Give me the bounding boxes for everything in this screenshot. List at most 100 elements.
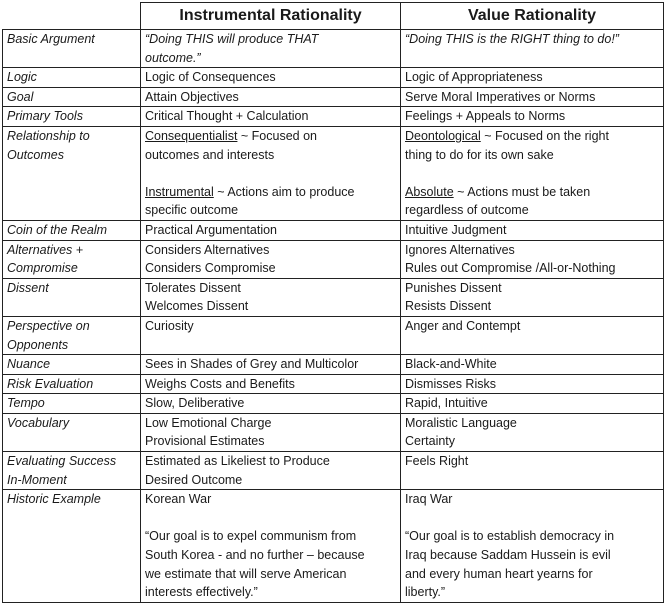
row-label: Logic	[2, 67, 141, 88]
row-label-line: Vocabulary	[7, 415, 70, 430]
instrumental-cell: Considers Alternatives Considers Comprom…	[140, 239, 401, 279]
row-label: Primary Tools	[2, 106, 141, 127]
row-label: Basic Argument	[2, 28, 141, 69]
row-label-line: Coin of the Realm	[7, 222, 108, 237]
row-label-line: Evaluating Success	[7, 454, 117, 469]
cell-line: Critical Thought + Calculation	[145, 109, 309, 124]
cell-line: regardless of outcome	[405, 203, 529, 218]
cell-line: outcome.”	[145, 50, 201, 65]
row-label-line: Perspective on	[7, 318, 90, 333]
row-label: Vocabulary	[2, 412, 141, 453]
value-cell: Feelings + Appeals to Norms	[400, 106, 664, 127]
cell-line: Estimated as Likeliest to Produce	[145, 454, 330, 469]
cell-line: Feels Right	[405, 454, 469, 469]
cell-line: Feelings + Appeals to Norms	[405, 109, 566, 124]
header-value: Value Rationality	[400, 2, 664, 30]
cell-line: Black-and-White	[405, 357, 497, 372]
quote-line: “Our goal is to establish democracy in	[405, 529, 615, 544]
row-label: Dissent	[2, 277, 141, 317]
row-label-line: Goal	[7, 89, 34, 104]
header-blank-cell	[2, 2, 141, 30]
row-label-line: Alternatives +	[7, 242, 84, 257]
quote-line: South Korea - and no further – because	[145, 548, 365, 563]
table-row: Risk Evaluation Weighs Costs and Benefit…	[2, 373, 664, 395]
table-row: Primary Tools Critical Thought + Calcula…	[2, 106, 664, 127]
cell-line: Logic of Appropriateness	[405, 70, 543, 85]
cell-line: Welcomes Dissent	[145, 299, 249, 314]
value-cell: Black-and-White	[400, 354, 664, 375]
table-row: Tempo Slow, Deliberative Rapid, Intuitiv…	[2, 393, 664, 414]
cell-line: Instrumental ~ Actions aim to produce	[145, 183, 396, 202]
cell-line: Sees in Shades of Grey and Multicolor	[145, 357, 359, 372]
row-label: Risk Evaluation	[2, 373, 141, 395]
row-label: Evaluating Success In-Moment	[2, 451, 141, 491]
example-name: Korean War	[145, 492, 212, 507]
quote-line: we estimate that will serve American	[145, 566, 347, 581]
term-description: ~ Focused on the right	[480, 128, 609, 143]
cell-line: Anger and Contempt	[405, 318, 521, 333]
cell-line: Intuitive Judgment	[405, 222, 507, 237]
cell-line: Weighs Costs and Benefits	[145, 376, 295, 391]
cell-line: Consequentialist ~ Focused on	[145, 127, 396, 145]
instrumental-cell: Curiosity	[140, 315, 401, 356]
quote-line: liberty.”	[405, 585, 446, 600]
quote-line: interests effectively.”	[145, 585, 258, 600]
row-label: Alternatives + Compromise	[2, 239, 141, 279]
row-label: Coin of the Realm	[2, 219, 141, 241]
row-label-line: Basic Argument	[7, 32, 95, 46]
term-description: ~ Focused on	[237, 128, 317, 143]
row-label-line: Relationship to	[7, 128, 90, 143]
instrumental-cell: Korean War “Our goal is to expel communi…	[140, 489, 401, 603]
row-label: Tempo	[2, 393, 141, 414]
row-label: Goal	[2, 86, 141, 108]
cell-line: Punishes Dissent	[405, 280, 502, 295]
cell-line: Curiosity	[145, 318, 194, 333]
cell-line: Tolerates Dissent	[145, 280, 241, 295]
row-label-line: Historic Example	[7, 492, 101, 507]
cell-line: Dismisses Risks	[405, 376, 496, 391]
cell-line: Slow, Deliberative	[145, 396, 245, 411]
table-row: Dissent Tolerates Dissent Welcomes Disse…	[2, 277, 664, 317]
cell-line: Considers Compromise	[145, 261, 276, 276]
instrumental-cell: Estimated as Likeliest to Produce Desire…	[140, 451, 401, 491]
instrumental-cell: Critical Thought + Calculation	[140, 106, 401, 127]
table-row: Relationship to Outcomes Consequentialis…	[2, 125, 664, 221]
cell-line: outcomes and interests	[145, 147, 275, 162]
row-label-line: Logic	[7, 70, 37, 85]
row-label: Perspective on Opponents	[2, 315, 141, 356]
value-cell: Rapid, Intuitive	[400, 393, 664, 414]
cell-line: Provisional Estimates	[145, 434, 265, 449]
cell-spacer	[405, 164, 659, 183]
cell-spacer	[145, 164, 396, 183]
value-cell: “Doing THIS is the RIGHT thing to do!”	[400, 28, 664, 69]
row-label-line: Compromise	[7, 261, 78, 276]
term-description: ~ Actions aim to produce	[213, 184, 355, 199]
row-label-line: In-Moment	[7, 472, 67, 487]
cell-line: “Doing THIS is the RIGHT thing to do!”	[405, 32, 619, 46]
table-row: Basic Argument “Doing THIS will produce …	[2, 28, 664, 69]
value-cell: Punishes Dissent Resists Dissent	[400, 277, 664, 317]
term-description: ~ Actions must be taken	[453, 184, 591, 199]
cell-line: thing to do for its own sake	[405, 147, 554, 162]
cell-line: Serve Moral Imperatives or Norms	[405, 89, 596, 104]
instrumental-cell: “Doing THIS will produce THAT outcome.”	[140, 28, 401, 69]
cell-line: Ignores Alternatives	[405, 242, 515, 257]
cell-line: Considers Alternatives	[145, 242, 270, 257]
cell-line: “Doing THIS will produce THAT	[145, 32, 319, 46]
cell-line: Low Emotional Charge	[145, 415, 272, 430]
row-label-line: Opponents	[7, 337, 69, 352]
cell-line: Deontological ~ Focused on the right	[405, 127, 659, 145]
row-label-line: Nuance	[7, 357, 51, 372]
row-label: Nuance	[2, 354, 141, 375]
row-label-line: Dissent	[7, 280, 49, 295]
value-cell: Logic of Appropriateness	[400, 67, 664, 88]
quote-line: “Our goal is to expel communism from	[145, 529, 357, 544]
instrumental-cell: Slow, Deliberative	[140, 393, 401, 414]
term-deontological: Deontological	[405, 128, 481, 143]
cell-line: Resists Dissent	[405, 299, 492, 314]
cell-line: Practical Argumentation	[145, 222, 278, 237]
cell-line: Absolute ~ Actions must be taken	[405, 183, 659, 202]
table-row: Coin of the Realm Practical Argumentatio…	[2, 219, 664, 241]
value-cell: Feels Right	[400, 451, 664, 491]
